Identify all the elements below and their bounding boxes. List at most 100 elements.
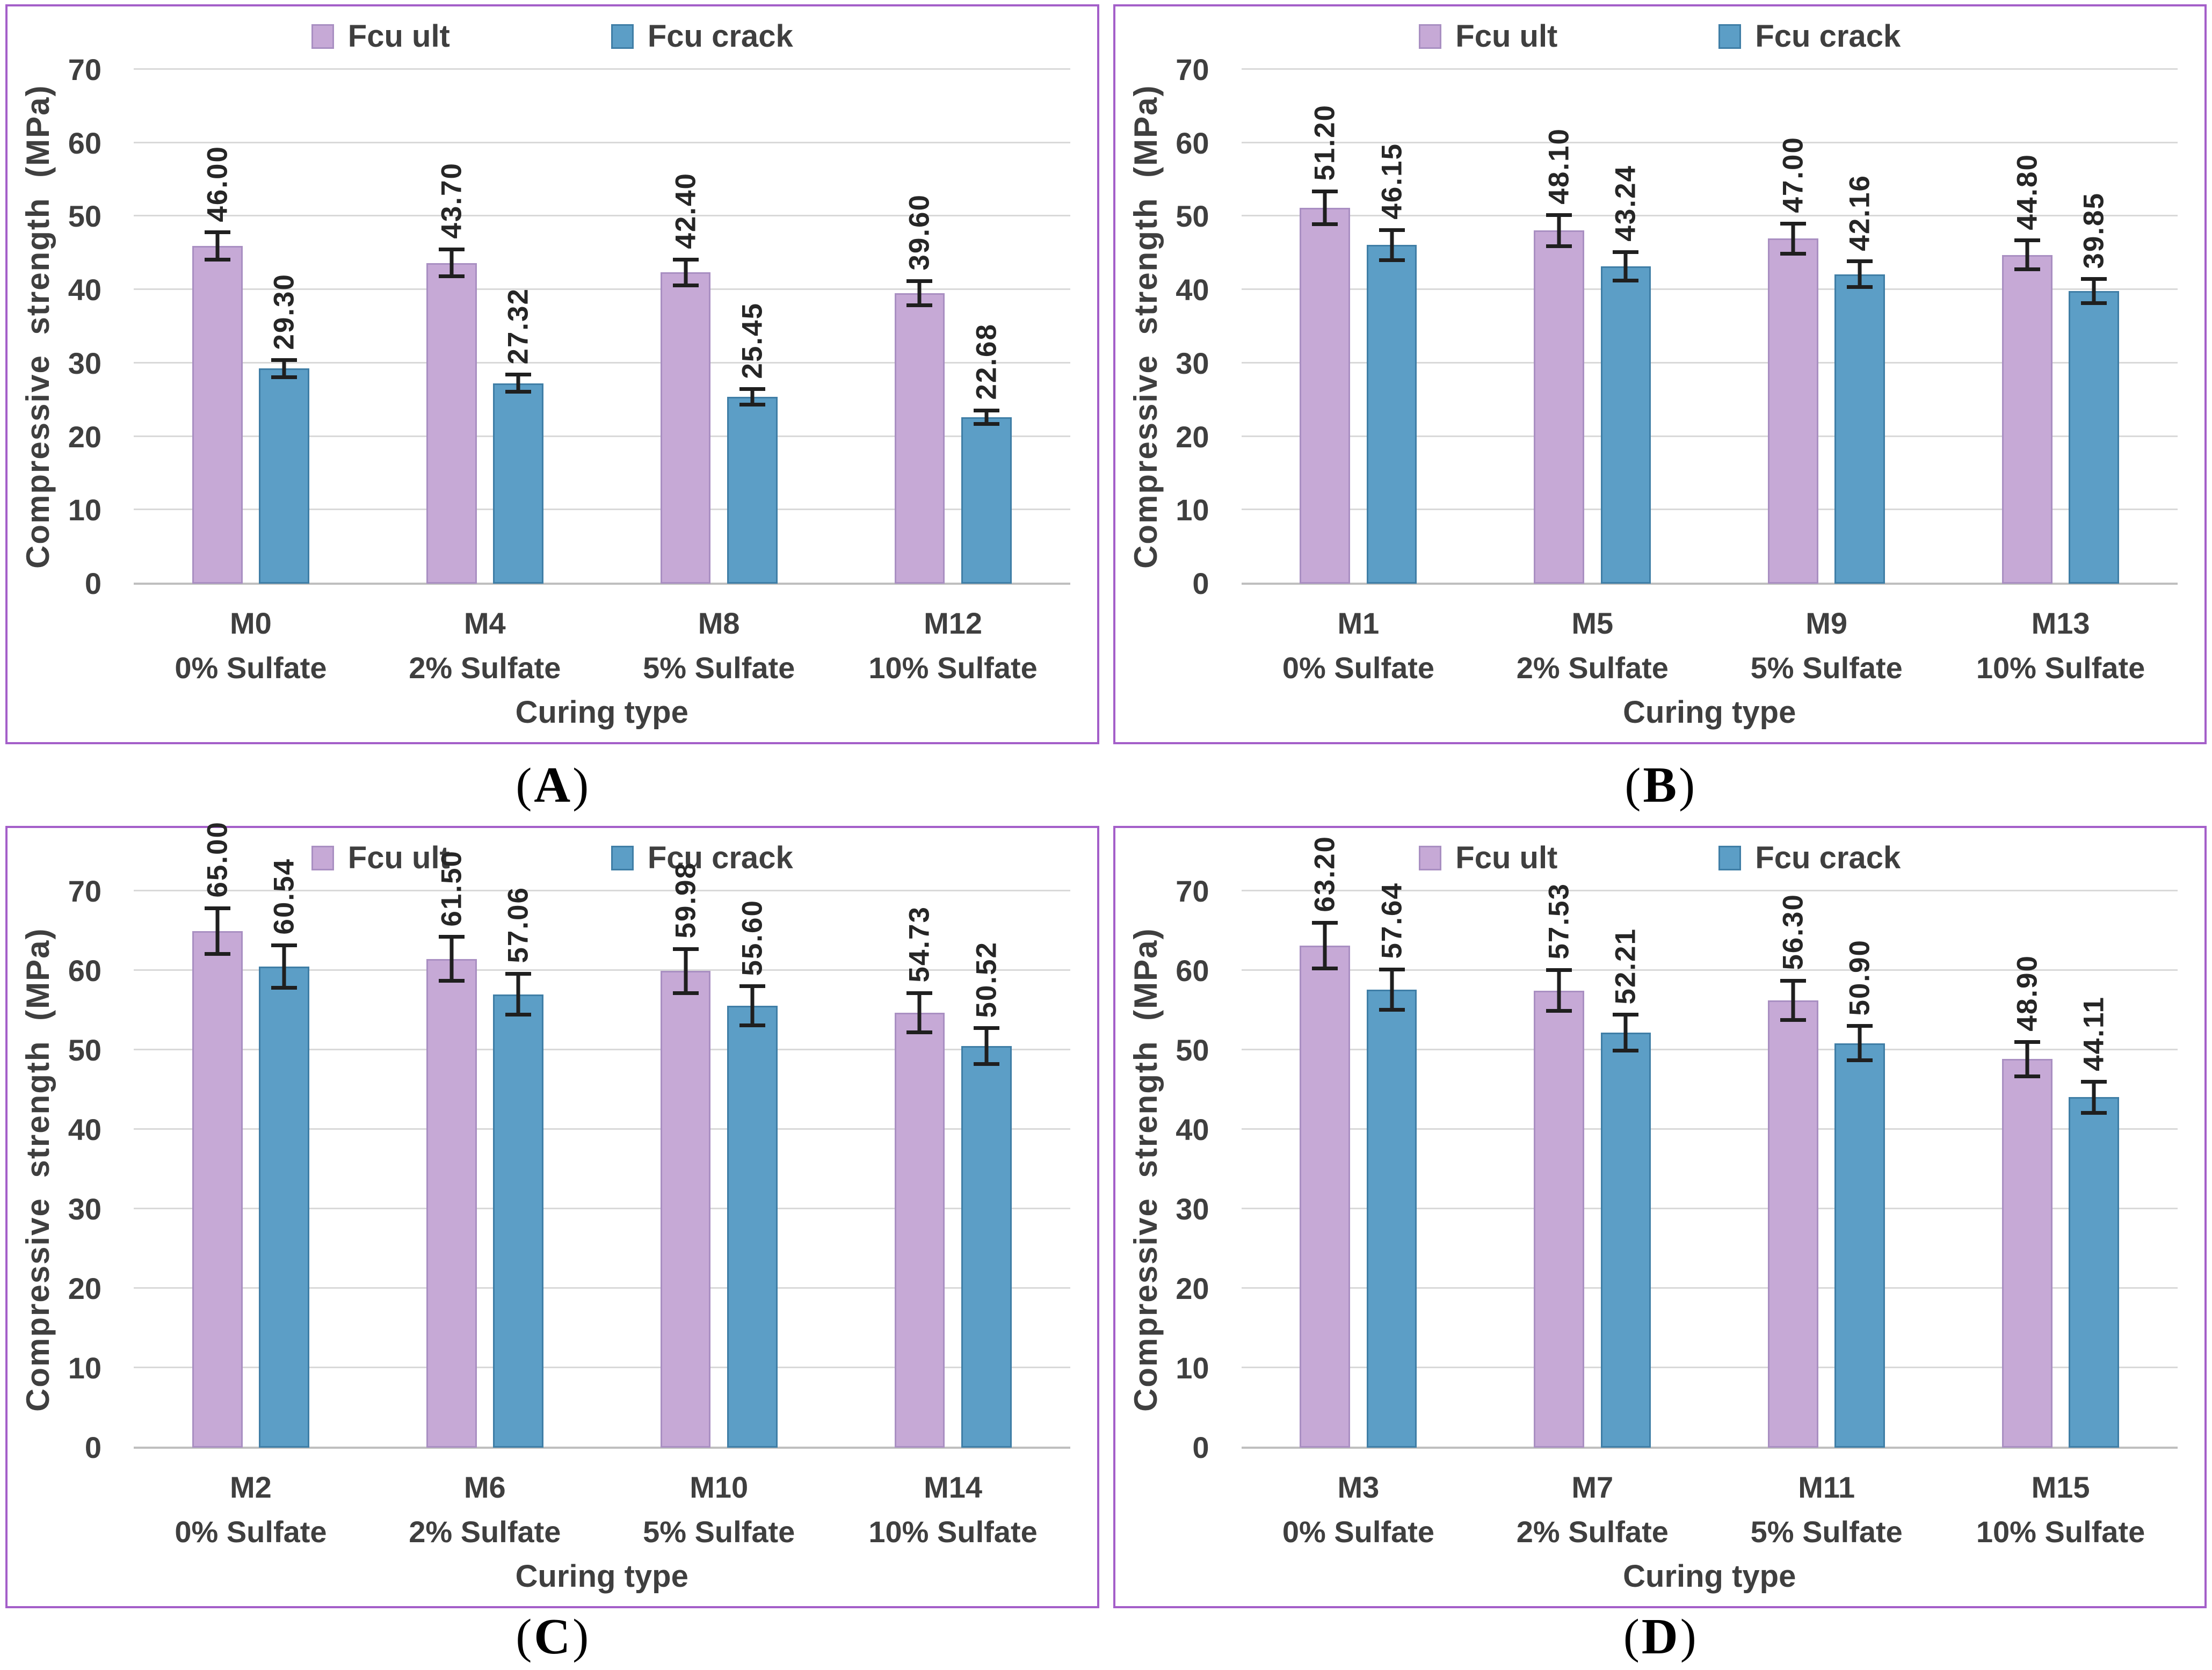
fcu-crack-swatch-icon xyxy=(611,845,634,870)
category-label: M6 2% Sulfate xyxy=(368,1465,602,1555)
category-sulfate-level: 2% Sulfate xyxy=(409,1514,561,1549)
y-tick-label: 30 xyxy=(1176,346,1209,380)
bar-fcu-ult xyxy=(894,1013,945,1448)
error-bar xyxy=(973,1026,999,1066)
y-tick-label: 20 xyxy=(1176,1272,1209,1305)
error-bar-line xyxy=(984,1026,989,1066)
bar-fcu-crack xyxy=(1366,245,1417,584)
category-sulfate-level: 0% Sulfate xyxy=(1282,1514,1435,1549)
category-label: M3 0% Sulfate xyxy=(1242,1465,1476,1555)
error-bar-line xyxy=(282,943,286,990)
category-label: M0 0% Sulfate xyxy=(134,601,368,691)
x-category-labels: M0 0% Sulfate M4 2% Sulfate M8 5% Sulfate M12 1… xyxy=(134,601,1070,691)
category-name: M10 xyxy=(690,1470,749,1504)
legend-label-fcu-crack: Fcu crack xyxy=(647,19,793,54)
gridline xyxy=(134,288,1070,291)
caption-close-paren: ) xyxy=(572,1610,589,1663)
legend-item-fcu-ult: Fcu ult xyxy=(311,840,450,876)
error-bar-cap-bottom xyxy=(271,985,298,990)
y-tick-label: 10 xyxy=(1176,493,1209,527)
bar-fcu-crack xyxy=(2069,291,2120,584)
bar-fcu-ult xyxy=(2002,1059,2053,1448)
gridline xyxy=(134,1287,1070,1289)
error-bar-cap-bottom xyxy=(1780,1018,1807,1022)
caption-C: (C) xyxy=(5,1608,1099,1665)
error-bar xyxy=(672,947,699,995)
gridline xyxy=(134,1049,1070,1050)
gridline xyxy=(1241,215,2178,217)
caption-open-paren: ( xyxy=(516,758,532,812)
error-bar-line xyxy=(1557,213,1561,249)
error-bar-cap-top xyxy=(1312,189,1338,193)
fcu-crack-swatch-icon xyxy=(1718,24,1742,49)
category-name: M2 xyxy=(230,1470,272,1504)
x-axis-title: Curing type xyxy=(515,695,688,730)
y-tick-label: 60 xyxy=(1176,126,1209,160)
panel-chart-B: Fcu ult Fcu crack Compressive strength (… xyxy=(1113,4,2207,744)
y-tick-label: 50 xyxy=(1176,199,1209,234)
bar-value-label: 65.00 xyxy=(201,821,234,898)
error-bar-cap-bottom xyxy=(438,274,465,279)
category-name: M15 xyxy=(2031,1470,2090,1504)
bar-fcu-crack xyxy=(961,1046,1012,1448)
category-sulfate-level: 2% Sulfate xyxy=(1516,1514,1669,1549)
fcu-ult-swatch-icon xyxy=(311,24,334,49)
y-tick-label: 0 xyxy=(1192,567,1209,600)
y-tick-label: 0 xyxy=(84,567,101,600)
error-bar xyxy=(906,279,933,307)
error-bar-cap-bottom xyxy=(973,1062,999,1066)
bar-value-label: 47.00 xyxy=(1777,136,1809,213)
x-axis-title: Curing type xyxy=(1623,1559,1796,1594)
y-tick-label: 40 xyxy=(1176,1113,1209,1146)
error-bar-line xyxy=(516,373,520,394)
panel-chart-D: Fcu ult Fcu crack Compressive strength (… xyxy=(1113,826,2207,1608)
error-bar-cap-bottom xyxy=(1546,1009,1572,1013)
error-bar xyxy=(1780,978,1807,1022)
gridline xyxy=(134,1128,1070,1130)
error-bar-line xyxy=(2092,277,2096,306)
error-bar xyxy=(271,358,298,379)
error-bar-cap-bottom xyxy=(1613,1049,1639,1053)
y-tick-label: 20 xyxy=(68,1272,101,1305)
bar-fcu-ult xyxy=(2002,255,2053,584)
error-bar-cap-bottom xyxy=(204,257,230,262)
error-bar-cap-top xyxy=(204,230,230,235)
legend: Fcu ult Fcu crack xyxy=(1115,840,2205,876)
error-bar xyxy=(672,258,699,287)
bar-value-label: 46.00 xyxy=(201,145,234,222)
bar-value-label: 29.30 xyxy=(268,273,300,350)
category-name: M7 xyxy=(1571,1470,1614,1504)
error-bar-cap-top xyxy=(1847,1024,1873,1028)
bar-value-label: 46.15 xyxy=(1376,142,1408,220)
legend-label-fcu-ult: Fcu ult xyxy=(1455,19,1558,54)
legend-item-fcu-crack: Fcu crack xyxy=(1718,18,1901,54)
error-bar xyxy=(438,935,465,983)
error-bar-cap-bottom xyxy=(1546,244,1572,249)
error-bar-cap-top xyxy=(906,279,933,283)
caption-close-paren: ) xyxy=(572,758,589,812)
bar-value-label: 60.54 xyxy=(268,858,300,935)
category-name: M4 xyxy=(463,606,506,640)
x-axis-area: M2 0% Sulfate M6 2% Sulfate M10 5% Sulfate M14… xyxy=(134,1465,1070,1596)
gridline xyxy=(134,215,1070,217)
gridline xyxy=(1241,1208,2178,1209)
error-bar-cap-bottom xyxy=(906,1030,933,1034)
fcu-ult-swatch-icon xyxy=(1419,24,1442,49)
x-axis-area: M3 0% Sulfate M7 2% Sulfate M11 5% Sulfate M15… xyxy=(1242,1465,2178,1596)
error-bar-cap-top xyxy=(739,984,765,989)
category-label: M5 2% Sulfate xyxy=(1475,601,1709,691)
category-sulfate-level: 0% Sulfate xyxy=(175,650,327,685)
bar-fcu-ult xyxy=(426,263,477,584)
caption-B: (B) xyxy=(1113,744,2207,826)
error-bar-cap-top xyxy=(1613,250,1639,254)
error-bar-line xyxy=(449,935,454,983)
error-bar-line xyxy=(516,972,520,1016)
error-bar-cap-top xyxy=(438,935,465,939)
error-bar-cap-bottom xyxy=(505,389,531,394)
category-name: M9 xyxy=(1805,606,1848,640)
error-bar-cap-bottom xyxy=(271,375,298,379)
bar-fcu-ult xyxy=(660,971,711,1448)
gridline xyxy=(1241,361,2178,364)
x-axis-area: M0 0% Sulfate M4 2% Sulfate M8 5% Sulfate M12 1… xyxy=(134,601,1070,732)
gridline xyxy=(1241,890,2178,891)
